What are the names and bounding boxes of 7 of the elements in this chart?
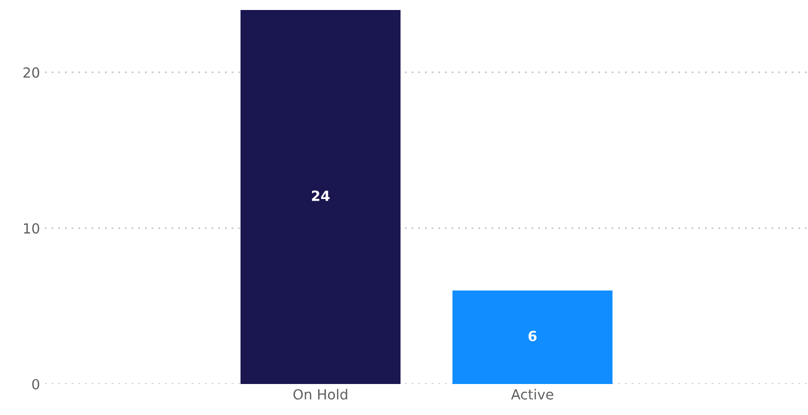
x-tick-label: Active bbox=[511, 388, 554, 400]
y-tick-label: 10 bbox=[24, 223, 40, 234]
x-tick-label: On Hold bbox=[293, 388, 348, 400]
data-label: 6 bbox=[528, 330, 537, 342]
y-tick-label: 20 bbox=[23, 67, 40, 78]
y-tick-label: 0 bbox=[32, 378, 40, 390]
data-label: 24 bbox=[312, 190, 330, 201]
